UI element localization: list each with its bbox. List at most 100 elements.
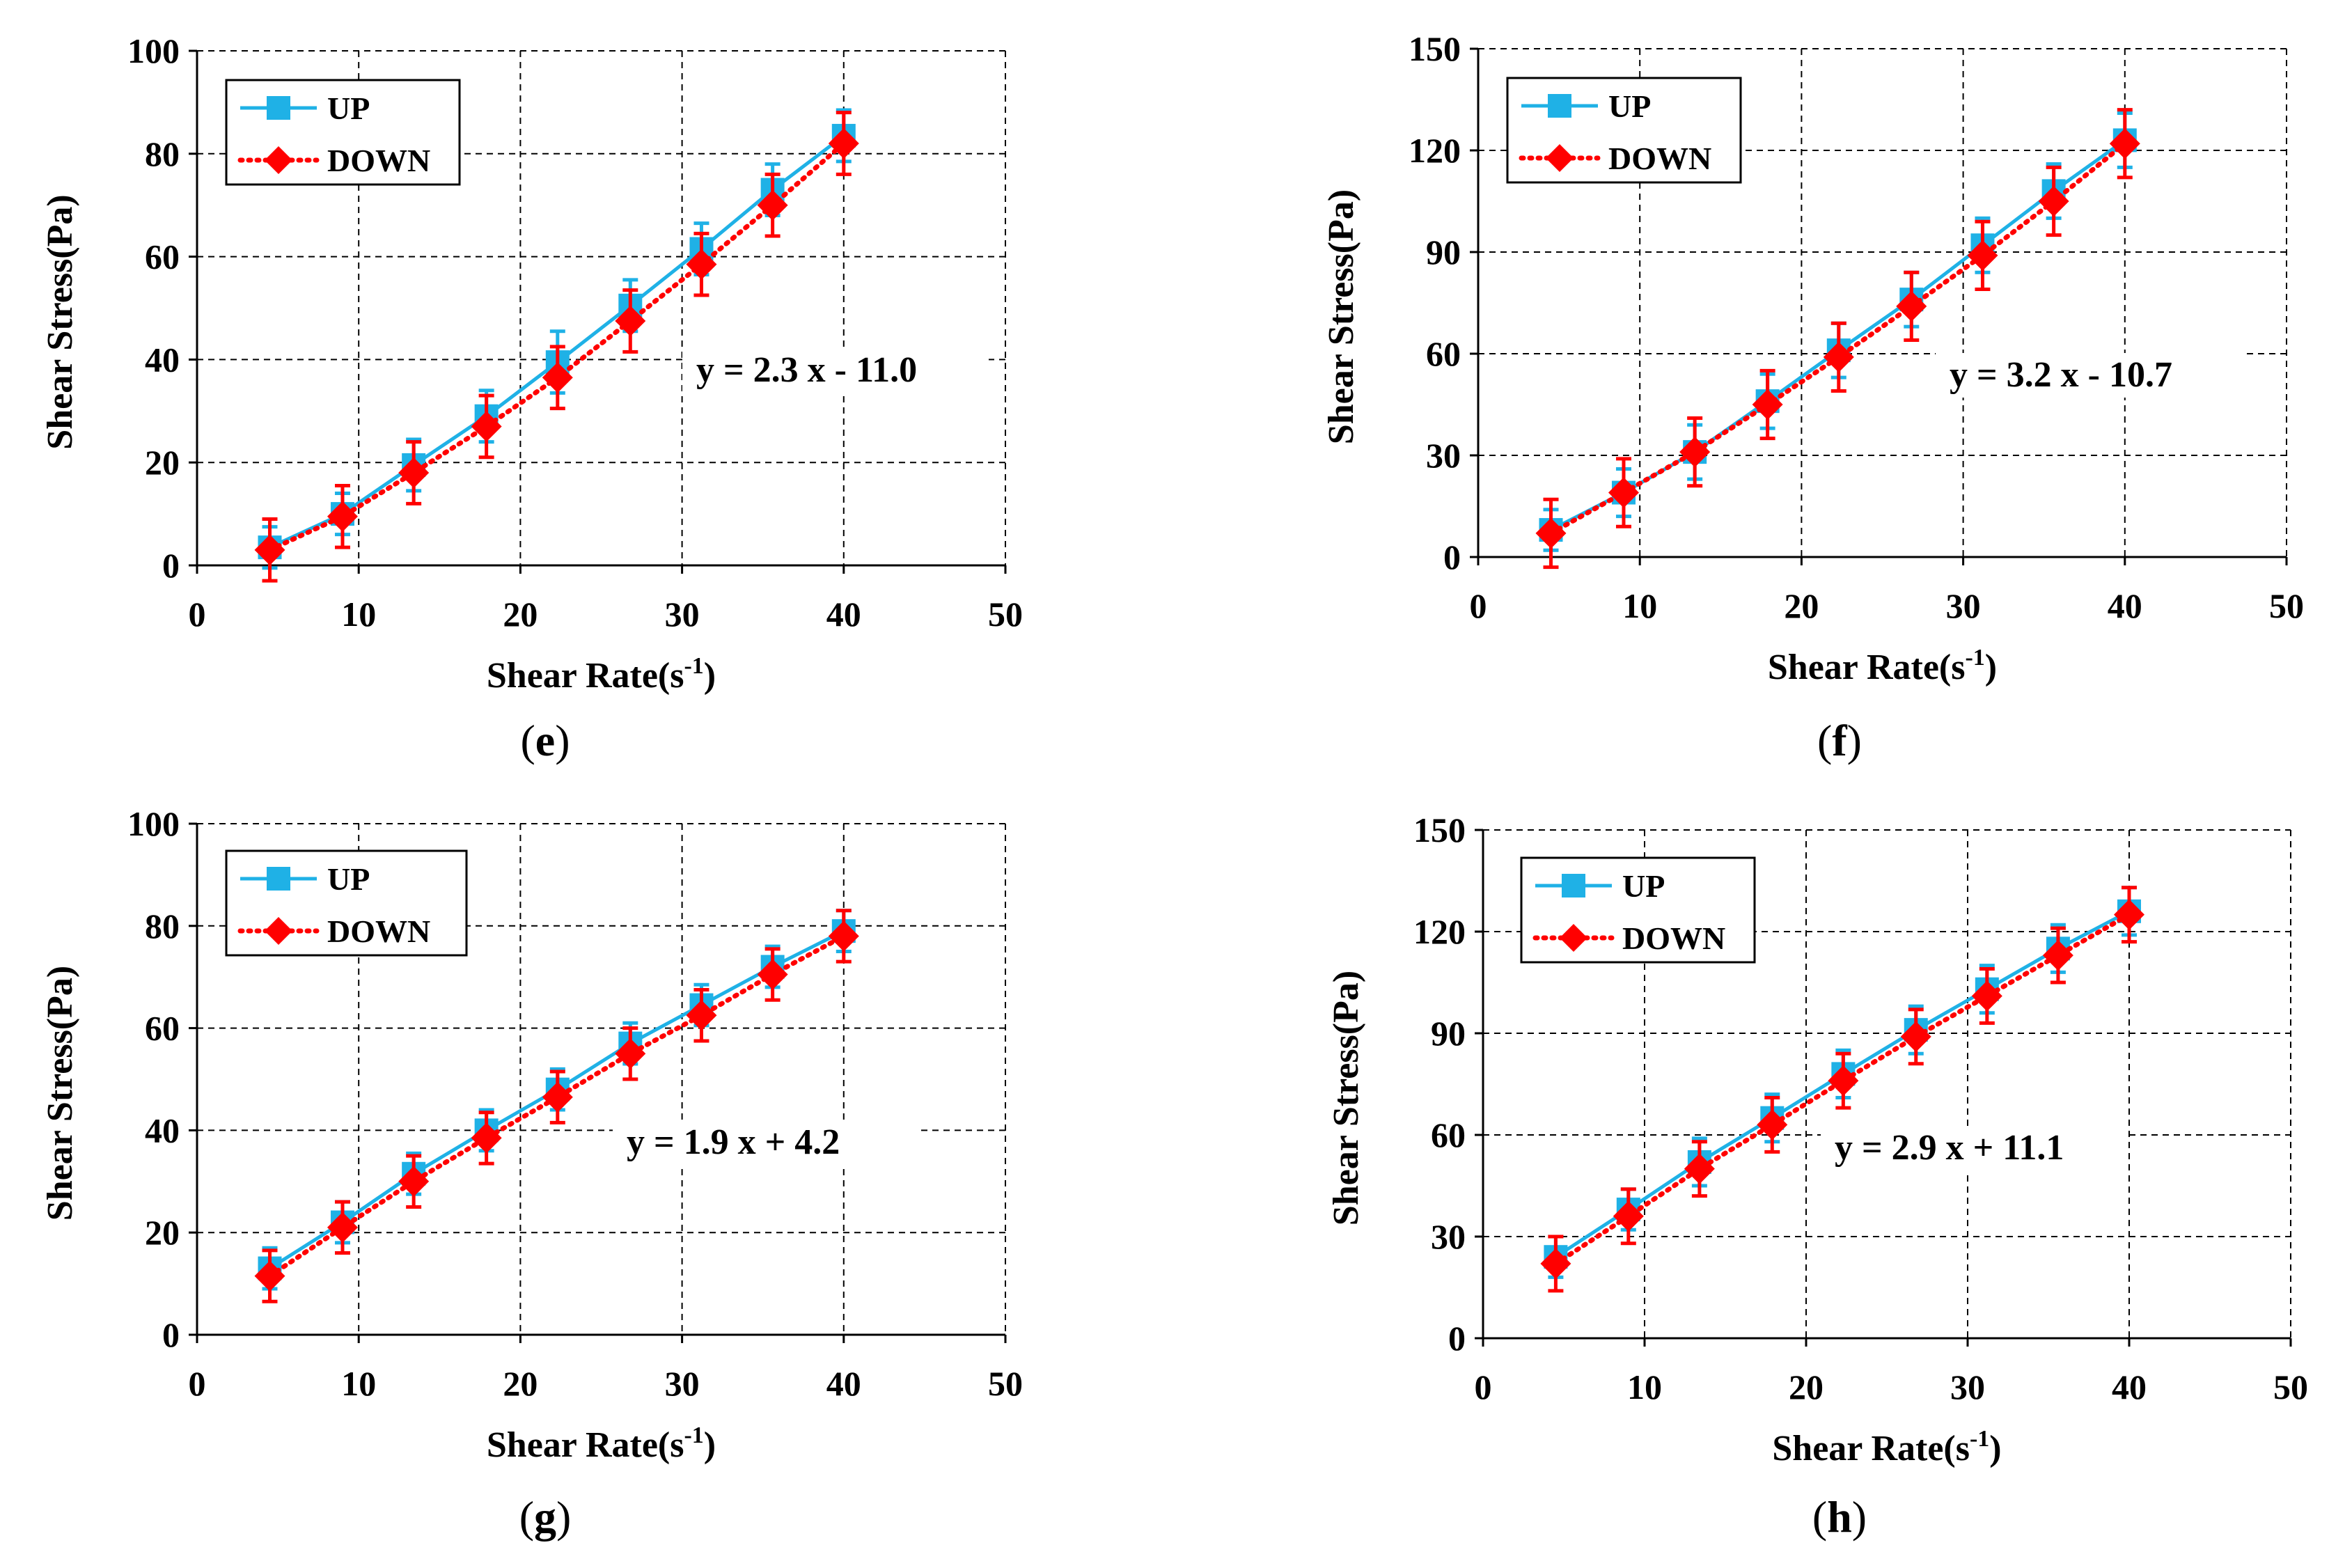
panel-label-open: ( [1812,1492,1827,1542]
y-tick-label: 90 [1426,233,1461,272]
y-tick-label: 40 [145,1111,180,1150]
data-point-diamond [398,1166,430,1197]
legend-label-down: DOWN [1608,141,1711,176]
x-tick-label: 40 [2112,1367,2147,1406]
legend-box [225,849,468,957]
legend-label-down: DOWN [327,914,430,949]
x-axis-label-close: ) [1985,648,1997,687]
x-tick-label: 0 [189,595,206,634]
x-axis-label: Shear Rate(s-1) [1772,1426,2001,1468]
legend-marker-diamond [1560,924,1587,952]
x-tick-label: 10 [341,1364,376,1403]
data-point-diamond [327,501,358,532]
y-tick-label: 20 [145,443,180,482]
legend-marker-square [267,96,290,120]
data-point-diamond [471,1122,502,1154]
data-point-diamond [542,362,573,393]
y-tick-label: 0 [1448,1319,1466,1358]
x-axis-label-superscript: -1 [1965,645,1984,671]
y-axis-label: Shear Stress(Pa) [40,966,80,1221]
data-point-diamond [757,959,788,990]
data-point-diamond [686,249,717,280]
data-point-diamond [1823,341,1854,373]
y-tick-label: 120 [1413,912,1466,951]
data-point-diamond [1900,1021,1931,1052]
panel-label-open: ( [520,716,535,765]
series-down [1535,108,2140,570]
y-tick-label: 0 [1443,538,1461,577]
x-tick-label: 0 [1470,586,1487,625]
x-axis-label-text: Shear Rate(s [487,656,684,696]
data-point-diamond [2042,940,2073,971]
x-tick-label: 20 [503,1364,538,1403]
x-tick-label: 50 [988,595,1023,634]
legend-marker-diamond [265,146,292,174]
y-axis-label: Shear Stress(Pa) [40,194,80,449]
x-tick-label: 10 [1627,1367,1662,1406]
data-point-diamond [1828,1065,1859,1097]
panel-label-close: ) [1847,716,1862,765]
series-line-down [267,933,847,1279]
x-tick-label: 10 [341,595,376,634]
data-point-diamond [471,411,502,442]
x-tick-label: 20 [503,595,538,634]
x-tick-label: 50 [988,1364,1023,1403]
x-axis-label: Shear Rate(s-1) [487,1422,716,1465]
data-point-diamond [615,305,646,336]
data-point-diamond [1752,389,1783,420]
x-axis-label-text: Shear Rate(s [1768,648,1966,687]
series-down [254,909,859,1303]
legend-box [1506,77,1742,184]
legend-marker-square [267,867,290,891]
y-tick-label: 100 [127,31,180,70]
x-axis-label: Shear Rate(s-1) [487,653,716,696]
x-axis-label-close: ) [1989,1429,2001,1468]
x-axis-label-superscript: -1 [1970,1426,1989,1452]
legend-label-up: UP [327,91,370,126]
panel-label-letter: e [535,716,555,765]
y-tick-label: 60 [1431,1115,1466,1154]
x-axis-label-close: ) [704,656,716,696]
panel-label-close: ) [555,716,570,765]
x-tick-label: 30 [1946,586,1981,625]
legend: UP DOWN [1506,77,1742,184]
legend-label-down: DOWN [1622,920,1725,956]
legend-box [1520,856,1756,964]
legend-marker-diamond [1546,144,1574,172]
y-tick-label: 120 [1409,131,1461,170]
data-point-diamond [398,457,430,488]
data-point-diamond [1684,1153,1715,1184]
legend: UP DOWN [225,79,461,186]
y-tick-label: 60 [145,1009,180,1048]
panel-label: (e) [520,716,570,765]
panel-label-open: ( [1817,716,1832,765]
series-down [254,111,859,583]
panel-label-close: ) [1852,1492,1867,1542]
x-tick-label: 50 [2273,1367,2308,1406]
legend: UP DOWN [1520,856,1756,964]
equation-background [682,348,989,393]
data-point-diamond [757,189,788,221]
legend-marker-diamond [265,917,292,945]
x-tick-label: 0 [189,1364,206,1403]
data-point-diamond [1613,1200,1644,1232]
equation-background [613,1120,919,1165]
y-tick-label: 0 [162,1315,180,1354]
trendline-equation: y = 2.3 x - 11.0 [696,350,917,390]
trendline-equation: y = 2.9 x + 11.1 [1835,1128,2064,1168]
legend-box [225,79,461,186]
x-tick-label: 20 [1784,586,1819,625]
panel-label: (f) [1817,716,1862,765]
x-tick-label: 0 [1475,1367,1492,1406]
y-tick-label: 100 [127,804,180,843]
x-axis-label: Shear Rate(s-1) [1768,645,1997,687]
x-axis-label-superscript: -1 [684,1422,703,1448]
equation-background [1821,1126,2127,1170]
legend-marker-square [1562,874,1585,897]
x-tick-label: 50 [2269,586,2304,625]
y-tick-label: 0 [162,546,180,585]
data-point-diamond [828,920,859,952]
